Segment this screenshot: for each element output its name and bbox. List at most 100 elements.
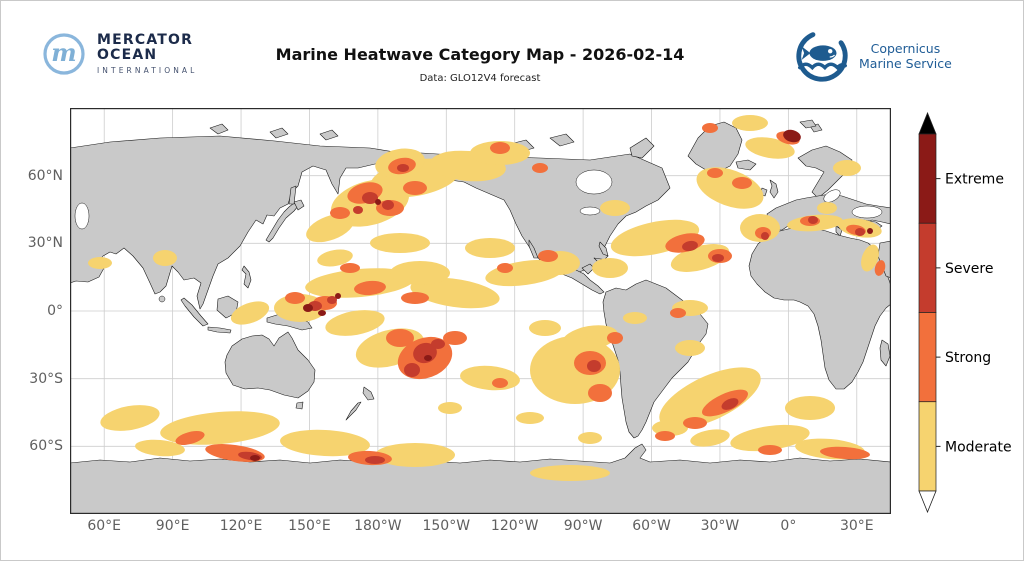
heatwave-patch-strong: [588, 384, 612, 402]
heatwave-patch-moderate: [465, 238, 515, 258]
heatwave-patch-moderate: [817, 202, 837, 214]
heatwave-patch-severe: [808, 216, 818, 224]
heatwave-patch-severe: [382, 200, 394, 210]
page-title: Marine Heatwave Category Map - 2026-02-1…: [276, 45, 685, 64]
heatwave-patch-extreme: [250, 455, 260, 461]
heatwave-patch-moderate: [516, 412, 544, 424]
lon-tick-label: 180°W: [354, 518, 402, 534]
mercator-ocean-logo: m MERCATOR OCEAN INTERNATIONAL: [41, 31, 197, 77]
heatwave-patch-strong: [285, 292, 305, 304]
heatwave-patch-strong: [538, 250, 558, 262]
world-map-plot: [70, 108, 891, 514]
heatwave-patch-strong: [607, 332, 623, 344]
lon-tick-label: 30°W: [701, 518, 740, 534]
copernicus-logo-text: Copernicus Marine Service: [859, 41, 952, 71]
lon-tick-label: 90°W: [564, 518, 603, 534]
heatwave-patch-strong: [670, 308, 686, 318]
heatwave-patch-severe: [397, 164, 409, 172]
world-map: [70, 108, 891, 514]
heatwave-patch-strong: [340, 263, 360, 273]
heatwave-patch-strong: [683, 417, 707, 429]
heatwave-patch-severe: [431, 339, 445, 349]
heatwave-patch-moderate: [600, 200, 630, 216]
colorbar: Extreme Severe Strong Moderate: [901, 109, 1021, 521]
colorbar-segment-severe: [919, 223, 936, 312]
heatwave-patch-strong: [443, 331, 467, 345]
heatwave-patch-moderate: [785, 396, 835, 420]
heatwave-patch-strong: [330, 207, 350, 219]
colorbar-over-arrow: [919, 113, 936, 134]
mercator-logo-text: MERCATOR OCEAN INTERNATIONAL: [97, 33, 197, 75]
heatwave-patch-strong: [707, 168, 723, 178]
heatwave-patch-moderate: [438, 402, 462, 414]
heatwave-patch-severe: [855, 228, 865, 236]
heatwave-patch-strong: [497, 263, 513, 273]
heatwave-patch-extreme: [424, 355, 432, 361]
heatwave-patch-extreme: [867, 228, 873, 234]
colorbar-label: Moderate: [945, 439, 1012, 455]
colorbar-segment-moderate: [919, 402, 936, 491]
lon-tick-label: 150°E: [288, 518, 331, 534]
heatwave-patch-moderate: [530, 465, 610, 481]
lon-tick-label: 0°: [780, 518, 796, 534]
heatwave-patch-strong: [386, 329, 414, 347]
heatwave-patch-strong: [401, 292, 429, 304]
heatwave-patch-moderate: [732, 115, 768, 131]
heatwave-patch-moderate: [153, 250, 177, 266]
heatwave-patch-moderate: [675, 340, 705, 356]
colorbar-label: Extreme: [945, 172, 1004, 188]
heatwave-patch-moderate: [529, 320, 561, 336]
heatwave-patch-moderate: [390, 261, 450, 285]
lat-tick-label: 60°N: [9, 168, 63, 184]
heatwave-patch-strong: [758, 445, 782, 455]
colorbar-label: Severe: [945, 261, 993, 277]
svg-text:m: m: [51, 38, 76, 67]
heatwave-patch-strong: [532, 163, 548, 173]
lat-tick-label: 60°S: [9, 438, 63, 454]
heatwave-patch-severe: [712, 254, 724, 262]
mercator-line2: OCEAN: [97, 48, 197, 63]
heatwave-patch-moderate: [578, 432, 602, 444]
lon-tick-label: 60°W: [632, 518, 671, 534]
heatwave-patch-extreme: [335, 293, 341, 299]
colorbar-labels: Extreme Severe Strong Moderate: [936, 172, 1012, 456]
lon-tick-label: 150°W: [422, 518, 470, 534]
heatwave-patch-moderate: [833, 160, 861, 176]
heatwave-patch-strong: [403, 181, 427, 195]
heatwave-patch-severe: [365, 456, 385, 464]
heatwave-patch-moderate: [592, 258, 628, 278]
colorbar-svg: Extreme Severe Strong Moderate: [901, 109, 1021, 521]
heatwave-patch-severe: [404, 363, 420, 377]
heatwave-patch-extreme: [318, 310, 326, 316]
heatwave-patch-moderate: [88, 257, 112, 269]
heatwave-patch-strong: [655, 431, 675, 441]
mercator-line1: MERCATOR: [97, 33, 197, 48]
heatwave-patch-extreme: [303, 304, 313, 312]
heatwave-patch-severe: [761, 232, 769, 240]
heatwave-patch-extreme: [375, 199, 381, 205]
colorbar-label: Strong: [945, 350, 991, 366]
mercator-monogram-icon: m: [41, 31, 87, 77]
heatwave-patch-moderate: [623, 312, 647, 324]
page-subtitle: Data: GLO12V4 forecast: [276, 73, 685, 84]
copernicus-marine-logo: Copernicus Marine Service: [793, 27, 952, 85]
lon-tick-label: 60°E: [87, 518, 121, 534]
colorbar-under-arrow: [919, 491, 936, 512]
heatwave-patch-moderate: [370, 233, 430, 253]
lat-tick-label: 0°: [9, 303, 63, 319]
heatwave-patch-strong: [702, 123, 718, 133]
heatwave-patch-severe: [587, 360, 601, 372]
copernicus-fish-icon: [793, 27, 851, 85]
lon-tick-label: 30°E: [840, 518, 874, 534]
lon-tick-label: 120°E: [220, 518, 263, 534]
figure-canvas: m MERCATOR OCEAN INTERNATIONAL Marine He…: [0, 0, 1024, 561]
copernicus-line2: Marine Service: [859, 56, 952, 71]
heatwave-patch-severe: [353, 206, 363, 214]
copernicus-line1: Copernicus: [859, 41, 952, 56]
heatwave-patch-strong: [492, 378, 508, 388]
lat-tick-label: 30°S: [9, 371, 63, 387]
mercator-line3: INTERNATIONAL: [97, 67, 197, 75]
heatwave-patch-strong: [732, 177, 752, 189]
colorbar-segment-extreme: [919, 134, 936, 223]
title-block: Marine Heatwave Category Map - 2026-02-1…: [276, 45, 685, 84]
